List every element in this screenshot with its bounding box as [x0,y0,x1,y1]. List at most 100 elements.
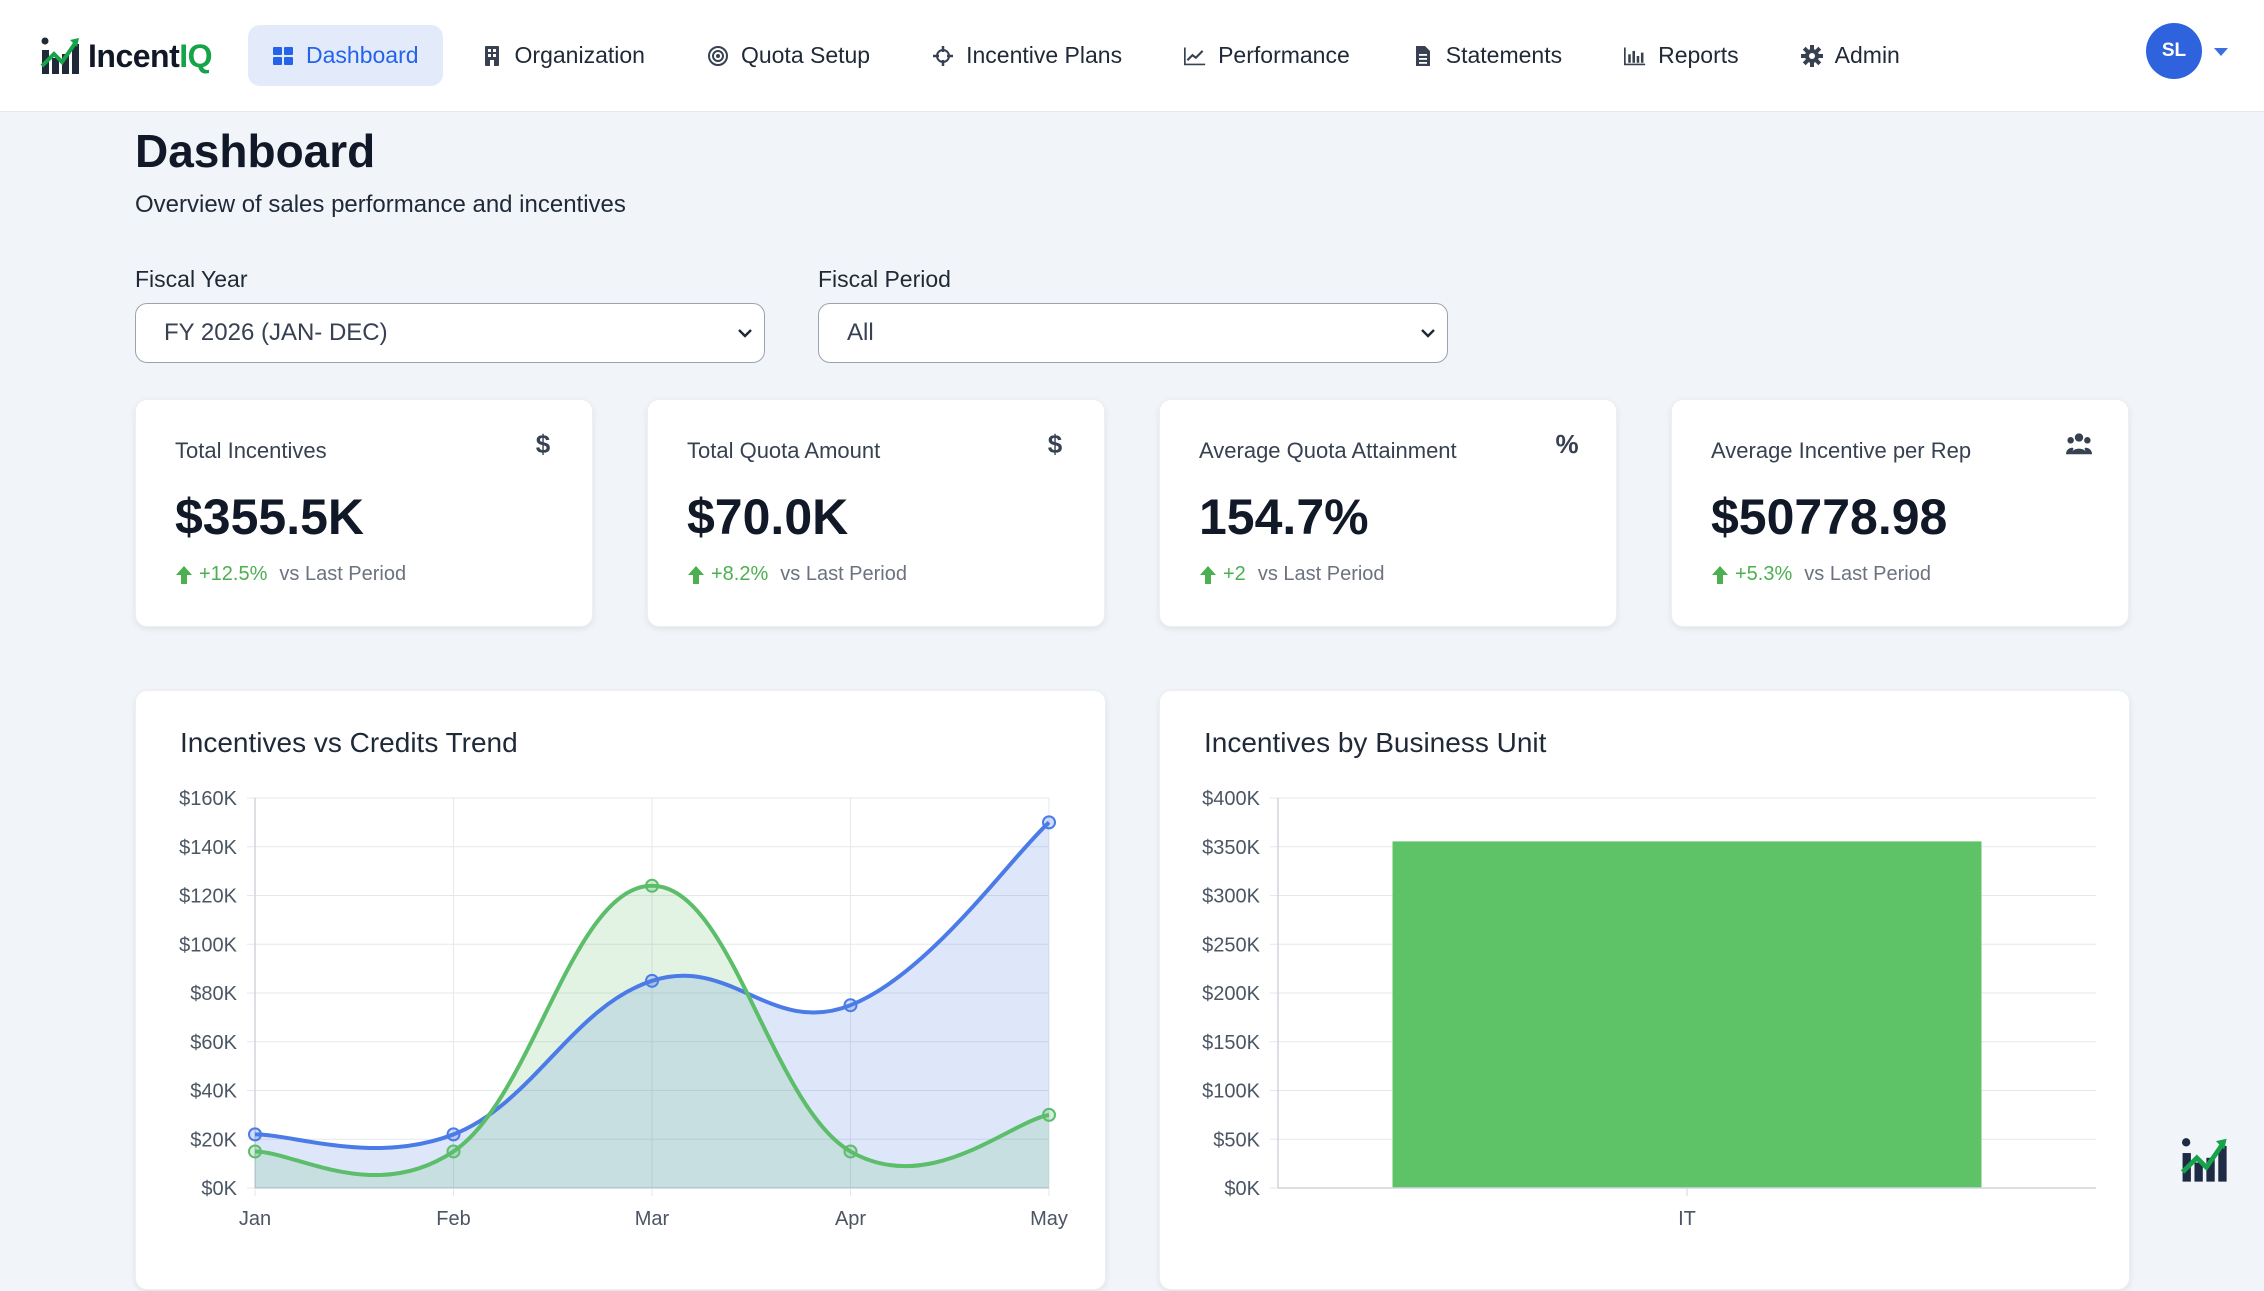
y-tick-label: $250K [1202,934,1260,956]
nav-performance[interactable]: Performance [1160,25,1374,86]
page-subtitle: Overview of sales performance and incent… [135,191,626,218]
chevron-down-icon [738,329,752,338]
chart-title: Incentives vs Credits Trend [180,727,518,758]
y-tick-label: $20K [190,1129,237,1151]
y-tick-label: $120K [179,886,237,908]
document-icon [1412,45,1434,67]
floating-logo-icon[interactable] [2180,1134,2228,1184]
kpi-label: Average Incentive per Rep [1711,438,1972,463]
x-tick-label: Feb [436,1208,470,1230]
y-tick-label: $140K [179,837,237,859]
bar-chart-icon [1624,45,1646,67]
app-logo[interactable]: IncentIQ [40,34,213,78]
grid-icon [272,45,294,67]
nav-label: Performance [1218,42,1350,68]
kpi-card-total-incentives: Total Incentives $ $355.5K +12.5% vs Las… [135,399,593,627]
y-tick-label: $0K [201,1178,237,1200]
data-point [248,1127,262,1142]
nav-dashboard[interactable]: Dashboard [248,25,443,86]
nav-quota-setup[interactable]: Quota Setup [683,25,894,86]
kpi-vs-label: vs Last Period [279,563,407,585]
x-tick-label: IT [1678,1208,1696,1230]
kpi-trend: +2 vs Last Period [1199,563,1385,586]
nav-incentive-plans[interactable]: Incentive Plans [908,25,1146,86]
x-tick-label: Apr [835,1208,866,1230]
fiscal-period-value: All [847,319,874,346]
kpi-trend: +12.5% vs Last Period [175,563,406,586]
kpi-trend: +5.3% vs Last Period [1711,563,1931,586]
business-unit-chart: $0K $50K $100K $150K $200K $250K $300K $350K $40… [1202,788,2096,1230]
logo-icon [40,37,79,74]
fiscal-year-label: Fiscal Year [135,266,248,292]
kpi-delta: +5.3% [1735,563,1793,585]
y-tick-label: $350K [1202,837,1260,859]
fiscal-year-value: FY 2026 (JAN- DEC) [164,319,388,346]
kpi-label: Average Quota Attainment [1199,438,1457,463]
kpi-card-total-quota-amount: Total Quota Amount $ $70.0K +8.2% vs Las… [647,399,1105,627]
data-point [645,973,659,988]
kpi-card-average-quota-attainment: Average Quota Attainment % 154.7% +2 vs … [1159,399,1617,627]
y-tick-label: $80K [190,983,237,1005]
user-menu-caret-icon[interactable] [2214,48,2228,56]
y-tick-label: $60K [190,1032,237,1054]
data-point [1042,1107,1056,1122]
data-point [446,1144,461,1159]
x-tick-label: Jan [239,1208,271,1230]
line-chart-icon [1184,45,1206,67]
y-tick-label: $0K [1224,1178,1260,1200]
kpi-value: $70.0K [687,489,849,545]
kpi-trend: +8.2% vs Last Period [687,563,907,586]
series-line [254,883,1050,1177]
nav-label: Organization [514,42,645,68]
y-tick-label: $200K [1202,983,1260,1005]
y-tick-label: $150K [1202,1032,1260,1054]
arrow-up-icon [1712,565,1728,584]
y-tick-label: $400K [1202,788,1260,810]
data-point [1042,815,1056,830]
x-tick-label: Mar [635,1208,670,1230]
nav-reports[interactable]: Reports [1600,25,1763,86]
kpi-label: Total Incentives [175,438,327,463]
kpi-delta: +12.5% [199,563,268,585]
series-area [255,822,1049,1188]
users-icon [2066,430,2092,458]
percent-icon: % [1555,428,1579,459]
data-point [248,1144,262,1159]
business-unit-chart-card: Incentives by Business Unit $0K $50K $100K… [1159,690,2130,1290]
brand-name: IncentIQ [88,37,213,74]
y-tick-label: $40K [190,1081,237,1103]
nav-label: Statements [1445,42,1563,68]
y-tick-label: $300K [1202,886,1260,908]
page-title: Dashboard [135,125,376,177]
fiscal-year-select[interactable]: FY 2026 (JAN- DEC) [135,303,765,363]
nav-label: Quota Setup [740,42,871,68]
chevron-down-icon [1421,329,1435,338]
chart-title: Incentives by Business Unit [1204,727,1547,758]
dollar-icon: $ [1047,428,1063,459]
data-point [645,878,659,893]
data-point [843,1144,858,1159]
nav-admin[interactable]: Admin [1777,25,1924,86]
user-avatar[interactable]: SL [2146,23,2202,79]
y-tick-label: $100K [1202,1081,1260,1103]
y-tick-label: $50K [1213,1129,1260,1151]
kpi-value: $355.5K [175,489,365,545]
kpi-vs-label: vs Last Period [1257,563,1385,585]
trend-chart-card: Incentives vs Credits Trend $0K $20K $40K $… [135,690,1106,1290]
nav-label: Dashboard [306,42,419,68]
data-point [446,1127,461,1142]
nav-organization[interactable]: Organization [457,25,669,86]
kpi-delta: +2 [1223,563,1246,585]
dollar-icon: $ [535,428,551,459]
kpi-vs-label: vs Last Period [780,563,907,585]
crosshair-icon [932,45,954,67]
nav-statements[interactable]: Statements [1388,25,1586,86]
target-icon [707,45,729,67]
kpi-card-average-incentive-per-rep: Average Incentive per Rep $50778.98 +5.3… [1671,399,2129,627]
kpi-label: Total Quota Amount [687,438,881,463]
nav-label: Reports [1658,42,1739,68]
kpi-delta: +8.2% [711,563,769,585]
kpi-value: 154.7% [1199,489,1369,545]
bar [1392,841,1982,1188]
fiscal-period-select[interactable]: All [818,303,1448,363]
